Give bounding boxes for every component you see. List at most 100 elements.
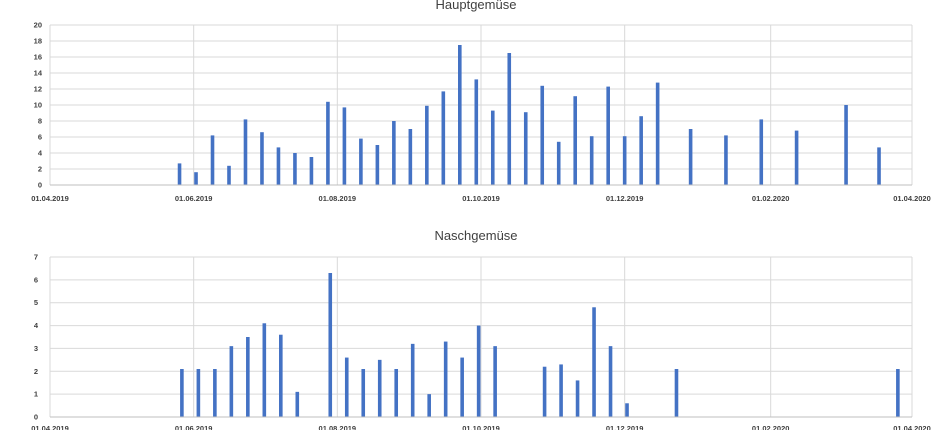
chart-title: Hauptgemüse (436, 0, 517, 12)
chart-naschgemuese: Naschgemüse 0 1 2 3 4 5 6 7 01.04.2019 01.06.2019… (31, 228, 931, 430)
gridlines (49, 24, 913, 185)
bar (410, 343, 415, 417)
bar (279, 334, 283, 417)
axes: 0 2 4 6 8 10 12 14 16 18 20 01.04.2019 01.06.2019 01.… (31, 21, 931, 204)
bar (625, 403, 629, 417)
bar (377, 359, 382, 417)
x-tick-label: 01.02.2020 (752, 424, 790, 430)
x-tick-label: 01.04.2019 (31, 424, 69, 430)
x-tick-label: 01.10.2019 (462, 424, 500, 430)
y-tick-label: 7 (34, 253, 38, 262)
bar (293, 153, 297, 185)
bar (540, 85, 545, 185)
bar (523, 112, 528, 185)
bar (573, 96, 578, 185)
bar (844, 105, 848, 185)
bar (608, 346, 613, 417)
bar (474, 79, 479, 185)
bar (759, 119, 764, 185)
bars (177, 45, 881, 185)
bar (688, 129, 693, 185)
bar (575, 380, 580, 417)
bar (177, 163, 182, 185)
y-tick-label: 6 (34, 275, 38, 284)
bar (229, 346, 234, 417)
bar (375, 145, 380, 185)
bar (589, 136, 594, 185)
bar (246, 337, 250, 417)
x-tick-label: 01.04.2020 (893, 424, 931, 430)
bar (309, 157, 314, 185)
bar (443, 341, 448, 417)
axes: 0 1 2 3 4 5 6 7 01.04.2019 01.06.2019 01.08.2019 01… (31, 253, 931, 430)
bar (896, 369, 900, 417)
y-tick-label: 2 (34, 367, 38, 376)
bar (639, 116, 643, 185)
x-tick-label: 01.10.2019 (462, 194, 500, 203)
x-tick-label: 01.12.2019 (606, 194, 644, 203)
y-tick-label: 0 (34, 413, 38, 422)
bar (344, 357, 349, 417)
y-tick-label: 10 (34, 101, 42, 110)
bar (213, 369, 217, 417)
x-tick-label: 01.04.2020 (893, 194, 931, 203)
x-tick-label: 01.12.2019 (606, 424, 644, 430)
bar (326, 101, 330, 185)
bar (243, 119, 248, 185)
bar (458, 45, 462, 185)
bar (559, 364, 563, 417)
bar (227, 165, 231, 185)
x-tick-label: 01.08.2019 (319, 194, 357, 203)
y-tick-label: 18 (34, 37, 42, 46)
bar (606, 86, 610, 185)
x-tick-label: 01.06.2019 (175, 424, 213, 430)
bar (427, 394, 431, 417)
y-tick-label: 2 (38, 165, 42, 174)
y-tick-label: 3 (34, 344, 38, 353)
x-tick-label: 01.06.2019 (175, 194, 213, 203)
bar (622, 136, 627, 185)
x-tick-label: 01.04.2019 (31, 194, 69, 203)
bar (476, 325, 481, 417)
bar (425, 105, 429, 185)
x-tick-label: 01.08.2019 (319, 424, 357, 430)
bar (556, 141, 561, 185)
bar (295, 391, 300, 417)
bar (592, 307, 596, 417)
y-tick-label: 14 (34, 69, 43, 78)
bar (328, 273, 333, 417)
bar (394, 369, 399, 417)
bar (877, 147, 881, 185)
bar (655, 82, 660, 185)
y-tick-label: 20 (34, 21, 42, 30)
y-tick-label: 4 (34, 321, 39, 330)
bar (794, 130, 799, 185)
bar (674, 369, 679, 417)
y-tick-label: 16 (34, 53, 42, 62)
y-tick-label: 5 (34, 298, 38, 307)
bar (542, 366, 547, 417)
bar (460, 357, 464, 417)
chart-title: Naschgemüse (434, 228, 517, 243)
y-tick-label: 12 (34, 85, 42, 94)
bar (441, 91, 446, 185)
bar (194, 172, 198, 185)
bar (210, 135, 215, 185)
y-tick-label: 0 (38, 181, 42, 190)
bar (342, 107, 347, 185)
bar (361, 369, 366, 417)
y-tick-label: 8 (38, 117, 42, 126)
bar (262, 323, 267, 417)
bar (408, 129, 413, 185)
bar (507, 53, 512, 185)
x-tick-label: 01.02.2020 (752, 194, 790, 203)
y-tick-label: 6 (38, 133, 42, 142)
y-tick-label: 4 (38, 149, 43, 158)
bar (490, 110, 495, 185)
bar (392, 121, 396, 185)
bar (493, 346, 497, 417)
bar (260, 132, 264, 185)
bar (180, 369, 184, 417)
bars (180, 273, 900, 417)
